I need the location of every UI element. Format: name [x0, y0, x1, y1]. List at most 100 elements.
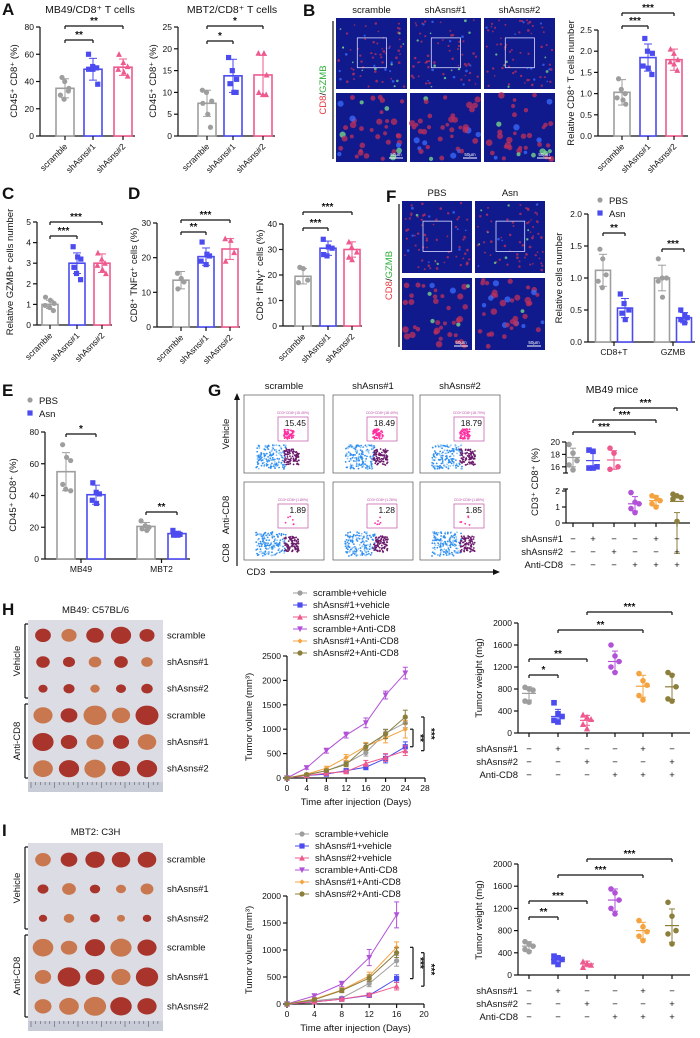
- event-dot: [460, 435, 463, 437]
- y-tick-label: 20: [551, 437, 561, 447]
- flow-gate: [453, 503, 485, 529]
- data-point: [96, 491, 102, 497]
- event-dot: [365, 544, 368, 547]
- event-dot: [452, 449, 455, 452]
- data-point: [579, 711, 587, 718]
- event-dot: [295, 536, 298, 539]
- cell-dot: [339, 28, 342, 30]
- cell-dot: [353, 72, 355, 75]
- event-dot: [286, 456, 289, 458]
- event-dot: [440, 466, 443, 468]
- legend-marker: [27, 410, 33, 416]
- tumor: [116, 914, 126, 922]
- condition-sign: +: [555, 744, 561, 755]
- event-dot: [446, 463, 449, 466]
- event-dot: [283, 552, 286, 554]
- cell-dot: [435, 320, 441, 326]
- data-point: [678, 494, 684, 501]
- event-dot: [273, 460, 276, 463]
- data-point: [659, 294, 666, 300]
- event-dot: [373, 453, 376, 456]
- bar: [319, 247, 337, 327]
- event-dot: [259, 548, 262, 551]
- cell-dot: [384, 125, 389, 129]
- data-point: [78, 256, 84, 262]
- x-axis-label: Time after injection (Days): [300, 1023, 411, 1034]
- cell-dot: [409, 293, 414, 299]
- condition-label: shAsns#2: [521, 547, 563, 558]
- event-dot: [258, 545, 261, 548]
- event-dot: [266, 446, 269, 449]
- event-dot: [274, 553, 276, 556]
- event-dot: [265, 464, 268, 467]
- data-point: [263, 91, 270, 98]
- x-tick-label: shAsns#2: [234, 141, 268, 175]
- cell-dot: [466, 248, 469, 252]
- y-tick-label: 10: [268, 296, 278, 306]
- cell-dot: [528, 245, 532, 249]
- event-dot: [433, 467, 436, 470]
- event-dot: [367, 444, 370, 446]
- data-point: [608, 664, 614, 670]
- event-dot: [345, 547, 348, 550]
- significance-label: ***: [598, 422, 610, 433]
- event-dot: [449, 449, 451, 452]
- event-dot: [360, 444, 363, 447]
- event-dot: [279, 451, 282, 454]
- condition-sign: +: [653, 534, 659, 545]
- cell-dot: [493, 261, 497, 265]
- x-tick-label: GZMB: [661, 347, 686, 357]
- event-dot: [438, 453, 441, 456]
- cell-dot: [375, 79, 379, 83]
- y-tick-label: 15: [163, 66, 173, 76]
- event-dot: [267, 444, 270, 447]
- cell-dot: [529, 263, 532, 266]
- event-dot: [297, 459, 300, 462]
- event-dot: [459, 460, 461, 462]
- cell-dot: [422, 140, 428, 146]
- event-dot: [283, 465, 286, 468]
- event-dot: [442, 545, 444, 548]
- cell-dot: [489, 240, 493, 243]
- y-axis-label: CD8⁺ IFNγ⁺ cells (%): [255, 230, 266, 321]
- event-dot: [368, 534, 371, 537]
- event-dot: [290, 457, 293, 459]
- event-dot: [367, 450, 370, 453]
- cell-dot: [519, 212, 522, 216]
- cell-dot: [418, 248, 421, 251]
- legend-marker: [299, 867, 305, 874]
- cell-dot: [421, 284, 426, 288]
- cell-dot: [408, 298, 415, 306]
- event-dot: [386, 462, 388, 465]
- cell-dot: [469, 106, 475, 113]
- y-tick-label: 2.0: [570, 209, 582, 219]
- cell-dot: [459, 202, 463, 205]
- cell-dot: [437, 42, 440, 45]
- data-point: [607, 445, 613, 452]
- data-point: [75, 254, 81, 260]
- x-tick-label: 12: [341, 783, 351, 793]
- event-dot: [283, 434, 286, 437]
- y-tick-label: 0: [507, 970, 512, 980]
- data-point: [612, 890, 618, 896]
- cell-dot: [341, 135, 348, 142]
- data-point: [640, 923, 646, 930]
- cell-dot: [413, 56, 417, 60]
- event-dot: [449, 455, 451, 458]
- condition-sign: +: [584, 999, 590, 1010]
- event-dot: [267, 532, 270, 535]
- event-dot: [472, 547, 475, 549]
- event-dot: [469, 453, 471, 455]
- cell-dot: [399, 53, 401, 55]
- event-dot: [361, 545, 364, 548]
- data-point: [325, 244, 331, 250]
- cell-dot: [457, 293, 464, 300]
- data-point: [353, 248, 360, 255]
- event-dot: [459, 545, 462, 547]
- y-tick-label: 40: [30, 491, 40, 501]
- event-dot: [466, 463, 469, 466]
- tumor: [111, 760, 131, 777]
- event-dot: [440, 541, 442, 544]
- data-point: [669, 941, 675, 947]
- data-point: [611, 450, 617, 456]
